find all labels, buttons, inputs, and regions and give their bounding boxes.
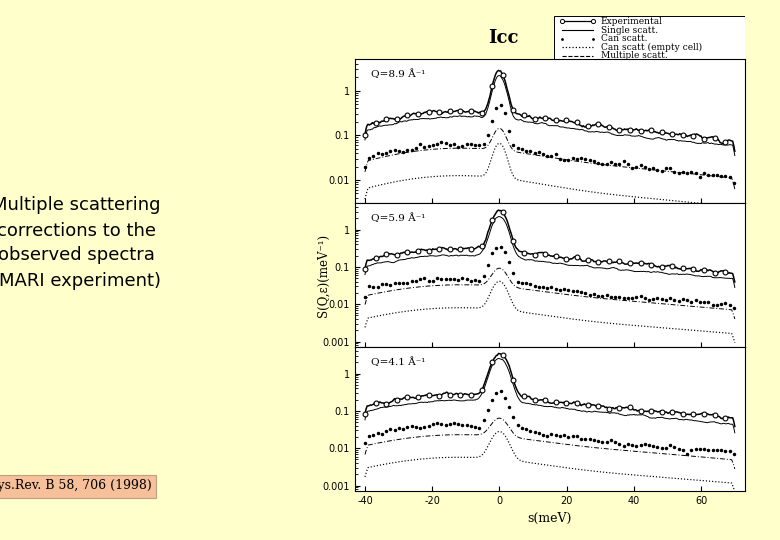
Text: Experimental: Experimental bbox=[601, 17, 662, 26]
Text: Q=8.9 Å⁻¹: Q=8.9 Å⁻¹ bbox=[370, 70, 425, 79]
Text: Multiple scatt.: Multiple scatt. bbox=[601, 51, 668, 60]
Text: Icc: Icc bbox=[488, 29, 519, 47]
Bar bbox=[554, 16, 745, 59]
Text: Single scatt.: Single scatt. bbox=[601, 25, 658, 35]
Text: Q=5.9 Å⁻¹: Q=5.9 Å⁻¹ bbox=[370, 213, 425, 223]
Text: Phys.Rev. B 58, 706 (1998): Phys.Rev. B 58, 706 (1998) bbox=[0, 480, 151, 492]
Text: Q=4.1 Å⁻¹: Q=4.1 Å⁻¹ bbox=[370, 357, 425, 367]
Text: Can scatt (empty cell): Can scatt (empty cell) bbox=[601, 43, 702, 52]
Text: S(Q,ε)(meV⁻¹): S(Q,ε)(meV⁻¹) bbox=[317, 234, 330, 317]
Text: Multiple scattering
corrections to the
observed spectra
(MARI experiment): Multiple scattering corrections to the o… bbox=[0, 197, 161, 289]
X-axis label: s(meV): s(meV) bbox=[528, 512, 572, 525]
Text: Can scatt.: Can scatt. bbox=[601, 34, 647, 43]
